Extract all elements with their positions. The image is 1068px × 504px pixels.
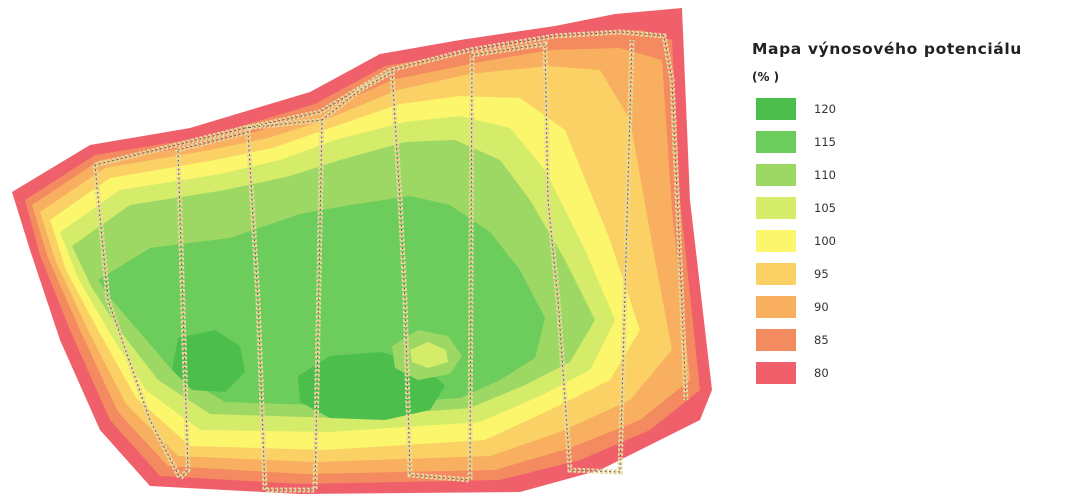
legend-label: 95 (814, 266, 829, 281)
legend-label: 110 (814, 167, 836, 182)
legend-label: 90 (814, 299, 829, 314)
legend-swatch (756, 163, 796, 186)
gps-track-line (471, 39, 635, 475)
gps-track-line (94, 29, 689, 401)
legend-swatch (756, 262, 796, 285)
legend-item: 90 (752, 290, 1062, 323)
legend-unit: (% ) (752, 70, 780, 84)
gps-track-line (244, 117, 323, 131)
gps-track-points (321, 54, 473, 481)
legend-item: 100 (752, 224, 1062, 257)
legend-swatch (756, 328, 796, 351)
legend-swatch (756, 130, 796, 153)
legend-label: 105 (814, 200, 836, 215)
legend-swatch (756, 361, 796, 384)
legend-item: 95 (752, 257, 1062, 290)
legend-label: 80 (814, 365, 829, 380)
legend-item: 85 (752, 323, 1062, 356)
gps-tracks (92, 29, 689, 493)
legend-label: 120 (814, 101, 836, 116)
map-legend: Mapa výnosového potenciálu (% ) 120 115 11… (752, 40, 1062, 389)
legend-item: 115 (752, 125, 1062, 158)
legend-label: 85 (814, 332, 829, 347)
legend-swatch (756, 295, 796, 318)
legend-label: 115 (814, 134, 836, 149)
legend-item: 110 (752, 158, 1062, 191)
legend-items: 120 115 110 105 100 95 90 85 80 (752, 92, 1062, 389)
legend-title: Mapa výnosového potenciálu (752, 40, 1022, 58)
legend-swatch (756, 196, 796, 219)
gps-track-points (94, 149, 189, 479)
yield-potential-map[interactable] (0, 0, 730, 504)
legend-label: 100 (814, 233, 836, 248)
legend-swatch (756, 97, 796, 120)
legend-item: 105 (752, 191, 1062, 224)
gps-track-line (177, 119, 325, 493)
legend-swatch (756, 229, 796, 252)
yield-zones (12, 8, 712, 494)
legend-item: 80 (752, 356, 1062, 389)
legend-item: 120 (752, 92, 1062, 125)
